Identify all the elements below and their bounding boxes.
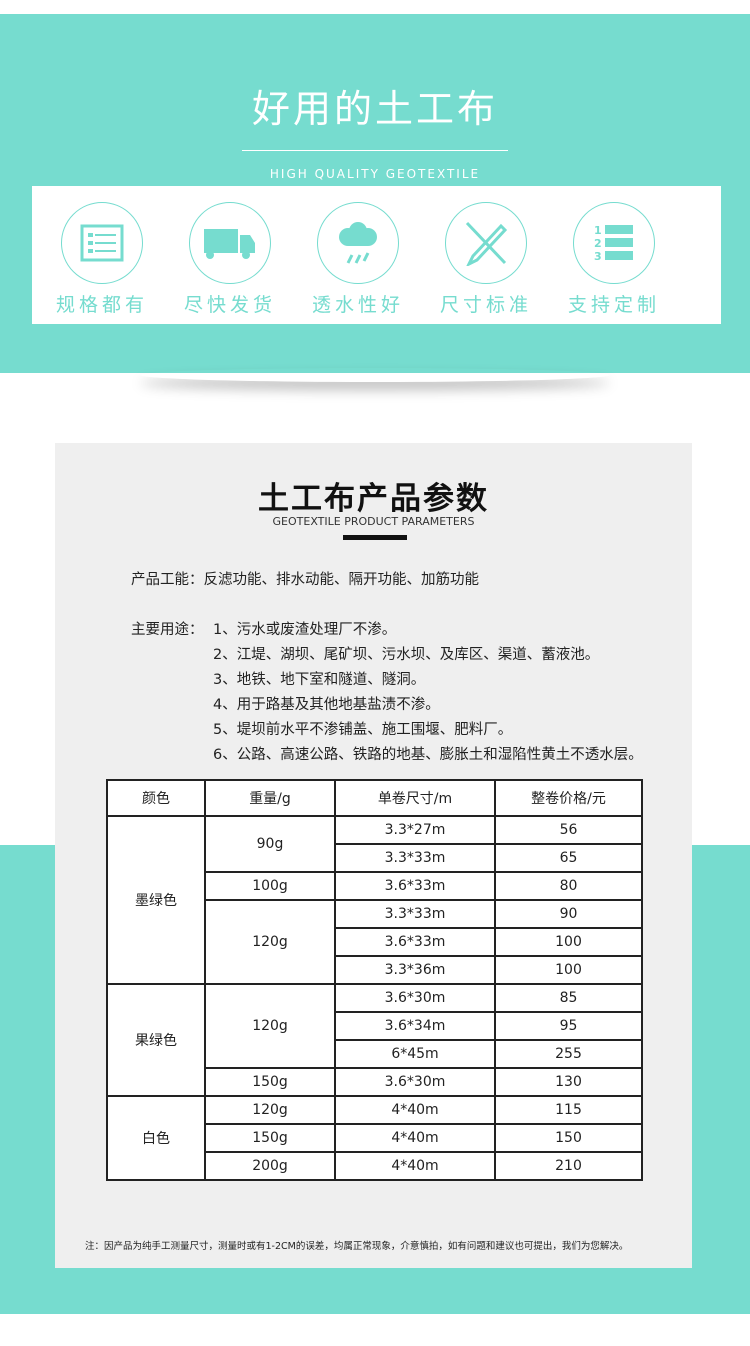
table-row: 120g 3.3*33m 90 [107,899,643,985]
size-cell: 3.6*30m [334,1067,496,1097]
use-item: 6、公路、高速公路、铁路的地基、膨胀土和湿陷性黄土不透水层。 [213,747,643,763]
table-row: 6*45m 255 [107,1039,643,1069]
list-icon [61,202,143,284]
feature-label: 透水性好 [311,294,404,316]
size-cell: 3.3*33m [334,899,496,929]
table-row: 墨绿色 90g 3.3*27m 56 [106,815,643,985]
feature-label: 规格都有 [55,294,148,316]
function-line: 产品工能：反滤功能、排水动能、隔开功能、加筋功能 [131,572,479,588]
params-table: 颜色 重量/g 单卷尺寸/m 整卷价格/元 墨绿色 90g 3.3*27m 56 3.… [106,779,643,1181]
table-row: 3.3*33m 65 [107,843,643,873]
size-cell: 3.6*30m [334,983,496,1013]
params-panel: 土工布产品参数 GEOTEXTILE PRODUCT PARAMETERS 产品… [55,443,692,1268]
weight-cell: 90g [204,815,336,873]
weight-cell: 200g [204,1151,336,1181]
feature-item: 尽快发货 [170,202,290,317]
table-row: 3.6*33m 100 [107,927,643,957]
color-cell: 墨绿色 [106,815,206,985]
price-cell: 56 [494,815,643,845]
table-row: 白色 120g 4*40m 115 [106,1095,643,1181]
size-cell: 6*45m [334,1039,496,1069]
table-row: 果绿色 120g 3.6*30m 85 [106,983,643,1097]
color-cell: 白色 [106,1095,206,1181]
feature-item: 规格都有 [42,202,162,317]
size-cell: 3.3*27m [334,815,496,845]
price-cell: 65 [494,843,643,873]
size-cell: 4*40m [334,1095,496,1125]
use-item: 3、地铁、地下室和隧道、隧洞。 [213,672,426,688]
use-item: 4、用于路基及其他地基盐渍不渗。 [213,697,440,713]
title-underline [343,535,407,540]
feature-item: 尺寸标准 [426,202,546,317]
price-cell: 85 [494,983,643,1013]
svg-text:2: 2 [594,237,602,250]
price-cell: 95 [494,1011,643,1041]
size-cell: 3.3*33m [334,843,496,873]
divider [242,150,508,151]
svg-text:3: 3 [594,250,602,263]
header-cell: 单卷尺寸/m [334,779,496,817]
feature-label: 尽快发货 [183,294,276,316]
weight-cell: 100g [204,871,336,901]
price-cell: 210 [494,1151,643,1181]
size-cell: 3.6*33m [334,927,496,957]
table-row: 150g 4*40m 150 [107,1123,643,1153]
size-cell: 4*40m [334,1123,496,1153]
price-cell: 80 [494,871,643,901]
uses-label: 主要用途： [131,622,204,638]
table-row: 150g 3.6*30m 130 [107,1067,643,1097]
price-cell: 130 [494,1067,643,1097]
page-title: 好用的土工布 [251,87,498,131]
price-cell: 90 [494,899,643,929]
size-cell: 3.6*34m [334,1011,496,1041]
table-row: 200g 4*40m 210 [107,1151,643,1181]
table-row: 3.6*34m 95 [107,1011,643,1041]
rain-cloud-icon [317,202,399,284]
weight-cell: 120g [204,983,336,1069]
price-cell: 115 [494,1095,643,1125]
price-cell: 150 [494,1123,643,1153]
feature-item: 透水性好 [298,202,418,317]
pencil-ruler-icon [445,202,527,284]
params-subtitle: GEOTEXTILE PRODUCT PARAMETERS [272,515,475,528]
size-cell: 3.3*36m [334,955,496,985]
size-cell: 4*40m [334,1151,496,1181]
header-cell: 重量/g [204,779,336,817]
footnote: 注：因产品为纯手工测量尺寸，测量时或有1-2CM的误差，均属正常现象，介意慎拍，… [85,1241,629,1252]
header-cell: 整卷价格/元 [494,779,643,817]
weight-cell: 150g [204,1067,336,1097]
feature-label: 支持定制 [567,294,660,316]
feature-label: 尺寸标准 [439,294,532,316]
header-cell: 颜色 [106,779,206,817]
table-row: 3.3*36m 100 [107,955,643,985]
use-item: 5、堤坝前水平不渗铺盖、施工围堰、肥料厂。 [213,722,513,738]
weight-cell: 120g [204,899,336,985]
table-header: 颜色 重量/g 单卷尺寸/m 整卷价格/元 [106,779,643,817]
use-item: 2、江堤、湖坝、尾矿坝、污水坝、及库区、渠道、蓄液池。 [213,647,600,663]
price-cell: 100 [494,927,643,957]
table-row: 100g 3.6*33m 80 [107,871,643,901]
use-item: 1、污水或废渣处理厂不渗。 [213,622,397,638]
price-cell: 100 [494,955,643,985]
color-cell: 果绿色 [106,983,206,1097]
params-title: 土工布产品参数 [258,481,489,517]
page-subtitle: HIGH QUALITY GEOTEXTILE [269,167,481,181]
weight-cell: 150g [204,1123,336,1153]
truck-icon [189,202,271,284]
price-cell: 255 [494,1039,643,1069]
svg-text:1: 1 [594,224,602,237]
weight-cell: 120g [204,1095,336,1125]
size-cell: 3.6*33m [334,871,496,901]
shadow [140,368,610,382]
